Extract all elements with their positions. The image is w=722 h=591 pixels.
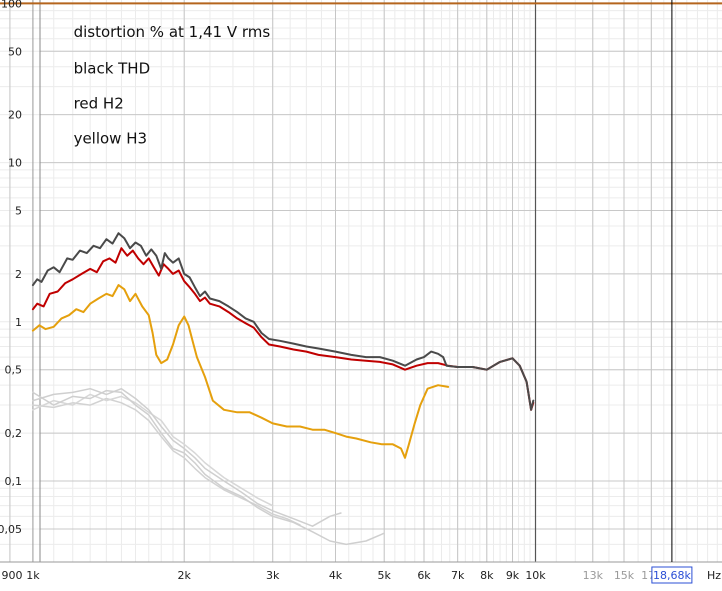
annotation-0: distortion % at 1,41 V rms — [74, 23, 271, 41]
annotation-2: red H2 — [74, 95, 124, 113]
y-tick-label: 5 — [15, 205, 22, 218]
cursor-readout-box — [651, 566, 693, 584]
y-tick-label: 10 — [8, 157, 22, 170]
y-tick-label: 0,05 — [0, 523, 22, 536]
x-tick-label: 8k — [480, 569, 494, 582]
x-tick-label: 13k — [583, 569, 604, 582]
x-tick-label: 5k — [378, 569, 392, 582]
y-tick-label: 2 — [15, 268, 22, 281]
x-tick-label: 6k — [417, 569, 431, 582]
annotations: distortion % at 1,41 V rms black THD red H… — [74, 23, 271, 147]
series-4 — [32, 389, 385, 546]
frequency-cursor[interactable]: 18,68k — [651, 0, 693, 584]
x-tick-labels: 900 1k 2k 3k 4k 5k 6k 7k 8k 9k 10k 13k 15k 17k Hz — [2, 569, 722, 582]
series-layer — [0, 2, 722, 546]
x-tick-label: 2k — [178, 569, 192, 582]
x-tick-label: 10k — [525, 569, 546, 582]
series-h2 — [31, 247, 535, 411]
series-7 — [32, 397, 301, 526]
annotation-1: black THD — [74, 59, 151, 77]
series-5 — [32, 387, 342, 527]
y-tick-labels: 100 50 20 10 5 2 1 0,5 0,2 0,1 0,05 — [0, 0, 22, 536]
x-tick-label: 9k — [506, 569, 520, 582]
x-unit-label: Hz — [707, 569, 721, 582]
x-tick-label: 1k — [26, 569, 40, 582]
y-tick-label: 100 — [1, 0, 22, 10]
x-tick-label: 15k — [614, 569, 635, 582]
annotation-3: yellow H3 — [74, 129, 147, 147]
y-tick-label: 0,5 — [5, 364, 23, 377]
y-tick-label: 50 — [8, 45, 22, 58]
series-h3 — [31, 284, 450, 459]
y-tick-label: 20 — [8, 109, 22, 122]
y-tick-label: 1 — [15, 316, 22, 329]
x-tick-label: 7k — [451, 569, 465, 582]
series-thd — [31, 232, 535, 411]
x-tick-label: 3k — [266, 569, 280, 582]
x-tick-label: 4k — [329, 569, 343, 582]
y-tick-label: 0,2 — [5, 427, 23, 440]
cursor-readout: 18,68k — [653, 569, 691, 582]
x-tick-label: 900 — [2, 569, 23, 582]
y-tick-label: 0,1 — [5, 475, 23, 488]
